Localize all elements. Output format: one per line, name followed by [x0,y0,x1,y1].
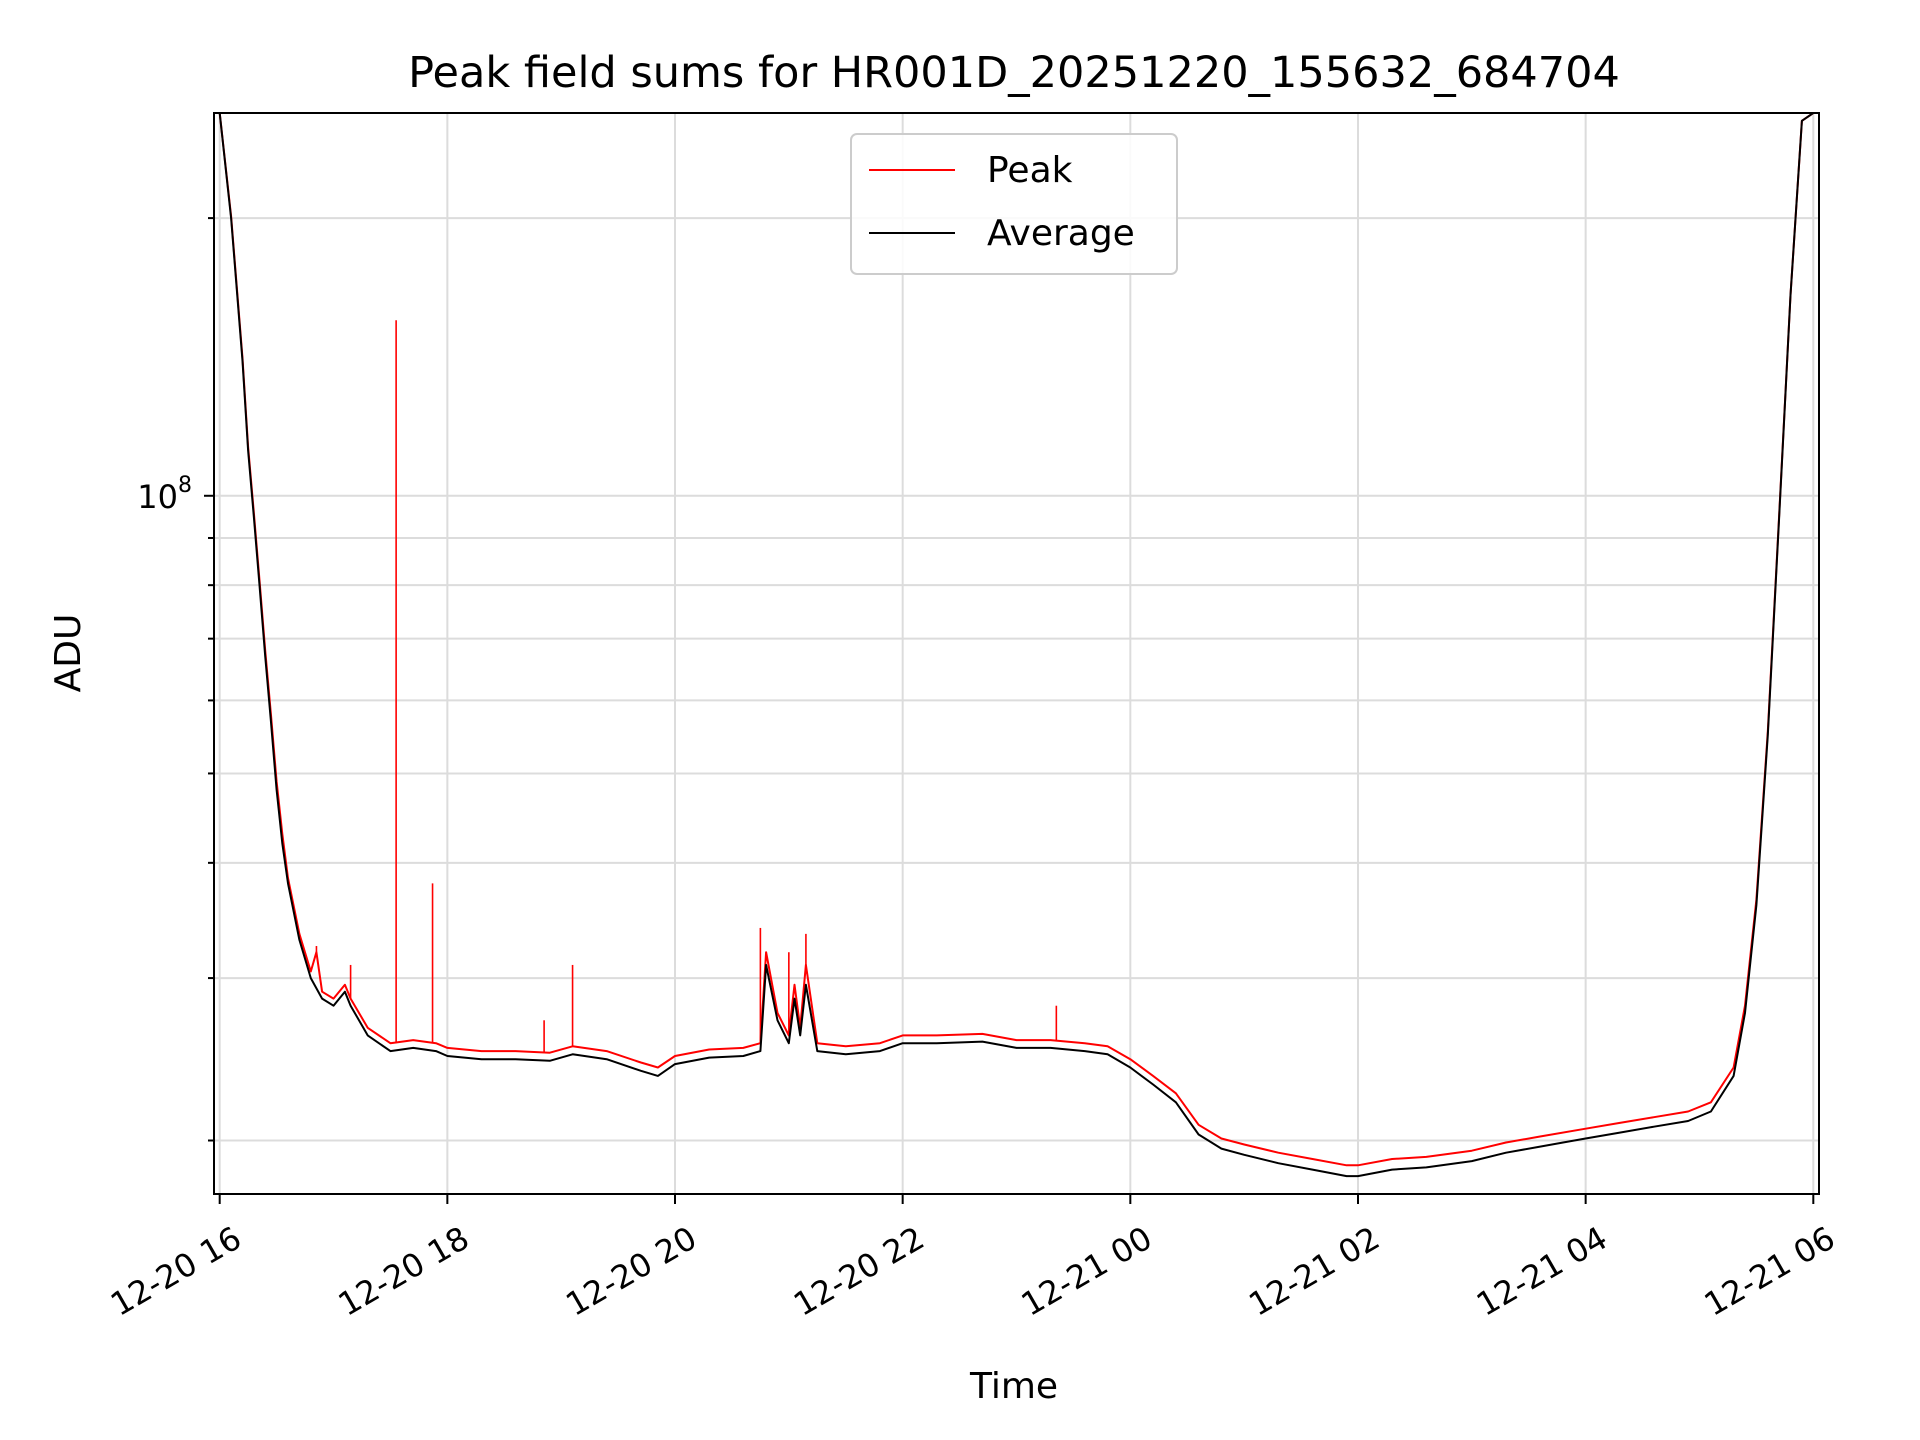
y-axis-label: ADU [48,614,89,693]
x-axis-label: Time [969,1366,1058,1407]
y-tick-label: 108 [137,473,192,516]
legend-average-label: Average [987,213,1135,254]
legend-peak-label: Peak [987,150,1073,191]
series-line-average [218,113,1814,1178]
series-layer [218,113,1814,1178]
series-line-peak [218,113,1814,1167]
plot-frame [213,112,1820,1195]
grid-layer [214,113,1819,1194]
chart-title: Peak field sums for HR001D_20251220_1556… [408,48,1620,98]
legend: Peak Average [850,133,1178,275]
